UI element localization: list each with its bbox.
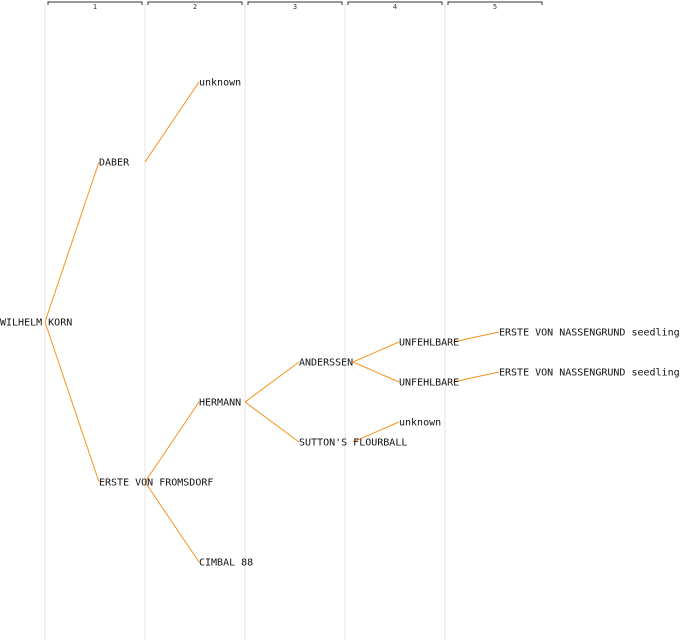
pedigree-edge [452, 331, 500, 343]
pedigree-node-label: unknown [399, 418, 441, 429]
pedigree-node-label: DABER [99, 158, 130, 169]
pedigree-node-label: ERSTE VON NASSENGRUND seedling [499, 328, 680, 339]
generation-headers: 1 2 3 4 5 [47, 1, 543, 11]
pedigree-labels: WILHELM KORN DABER ERSTE VON FROMSDORF unkn… [0, 78, 680, 569]
pedigree-edge [144, 81, 200, 163]
generation-bracket [147, 1, 243, 5]
pedigree-edge [352, 361, 400, 383]
generation-number: 3 [293, 3, 297, 11]
pedigree-edge [352, 421, 400, 443]
pedigree-edge [44, 321, 100, 483]
pedigree-node-label: unknown [199, 78, 241, 89]
pedigree-node-label: ERSTE VON FROMSDORF [99, 478, 213, 489]
generation-number: 1 [93, 3, 97, 11]
pedigree-node-label: HERMANN [199, 398, 241, 409]
pedigree-edge [352, 341, 400, 363]
generation-number: 2 [193, 3, 197, 11]
pedigree-node-label: WILHELM KORN [0, 318, 72, 329]
pedigree-edges [44, 81, 500, 563]
pedigree-edge [452, 371, 500, 383]
generation-dividers [44, 4, 446, 640]
pedigree-edge [44, 161, 100, 323]
pedigree-edge [244, 401, 300, 443]
pedigree-edge [244, 361, 300, 403]
pedigree-edge [144, 401, 200, 483]
pedigree-node-label: CIMBAL 88 [199, 558, 253, 569]
pedigree-node-label: ERSTE VON NASSENGRUND seedling [499, 368, 680, 379]
pedigree-node-label: UNFEHLBARE [399, 338, 459, 349]
pedigree-node-label: SUTTON'S FLOURBALL [299, 438, 407, 449]
generation-bracket [247, 1, 343, 5]
generation-bracket [347, 1, 443, 5]
pedigree-edge [144, 481, 200, 563]
pedigree-node-label: UNFEHLBARE [399, 378, 459, 389]
generation-bracket [47, 1, 143, 5]
generation-number: 4 [393, 3, 397, 11]
pedigree-node-label: ANDERSSEN [299, 358, 353, 369]
generation-number: 5 [493, 3, 497, 11]
generation-bracket [447, 1, 543, 5]
